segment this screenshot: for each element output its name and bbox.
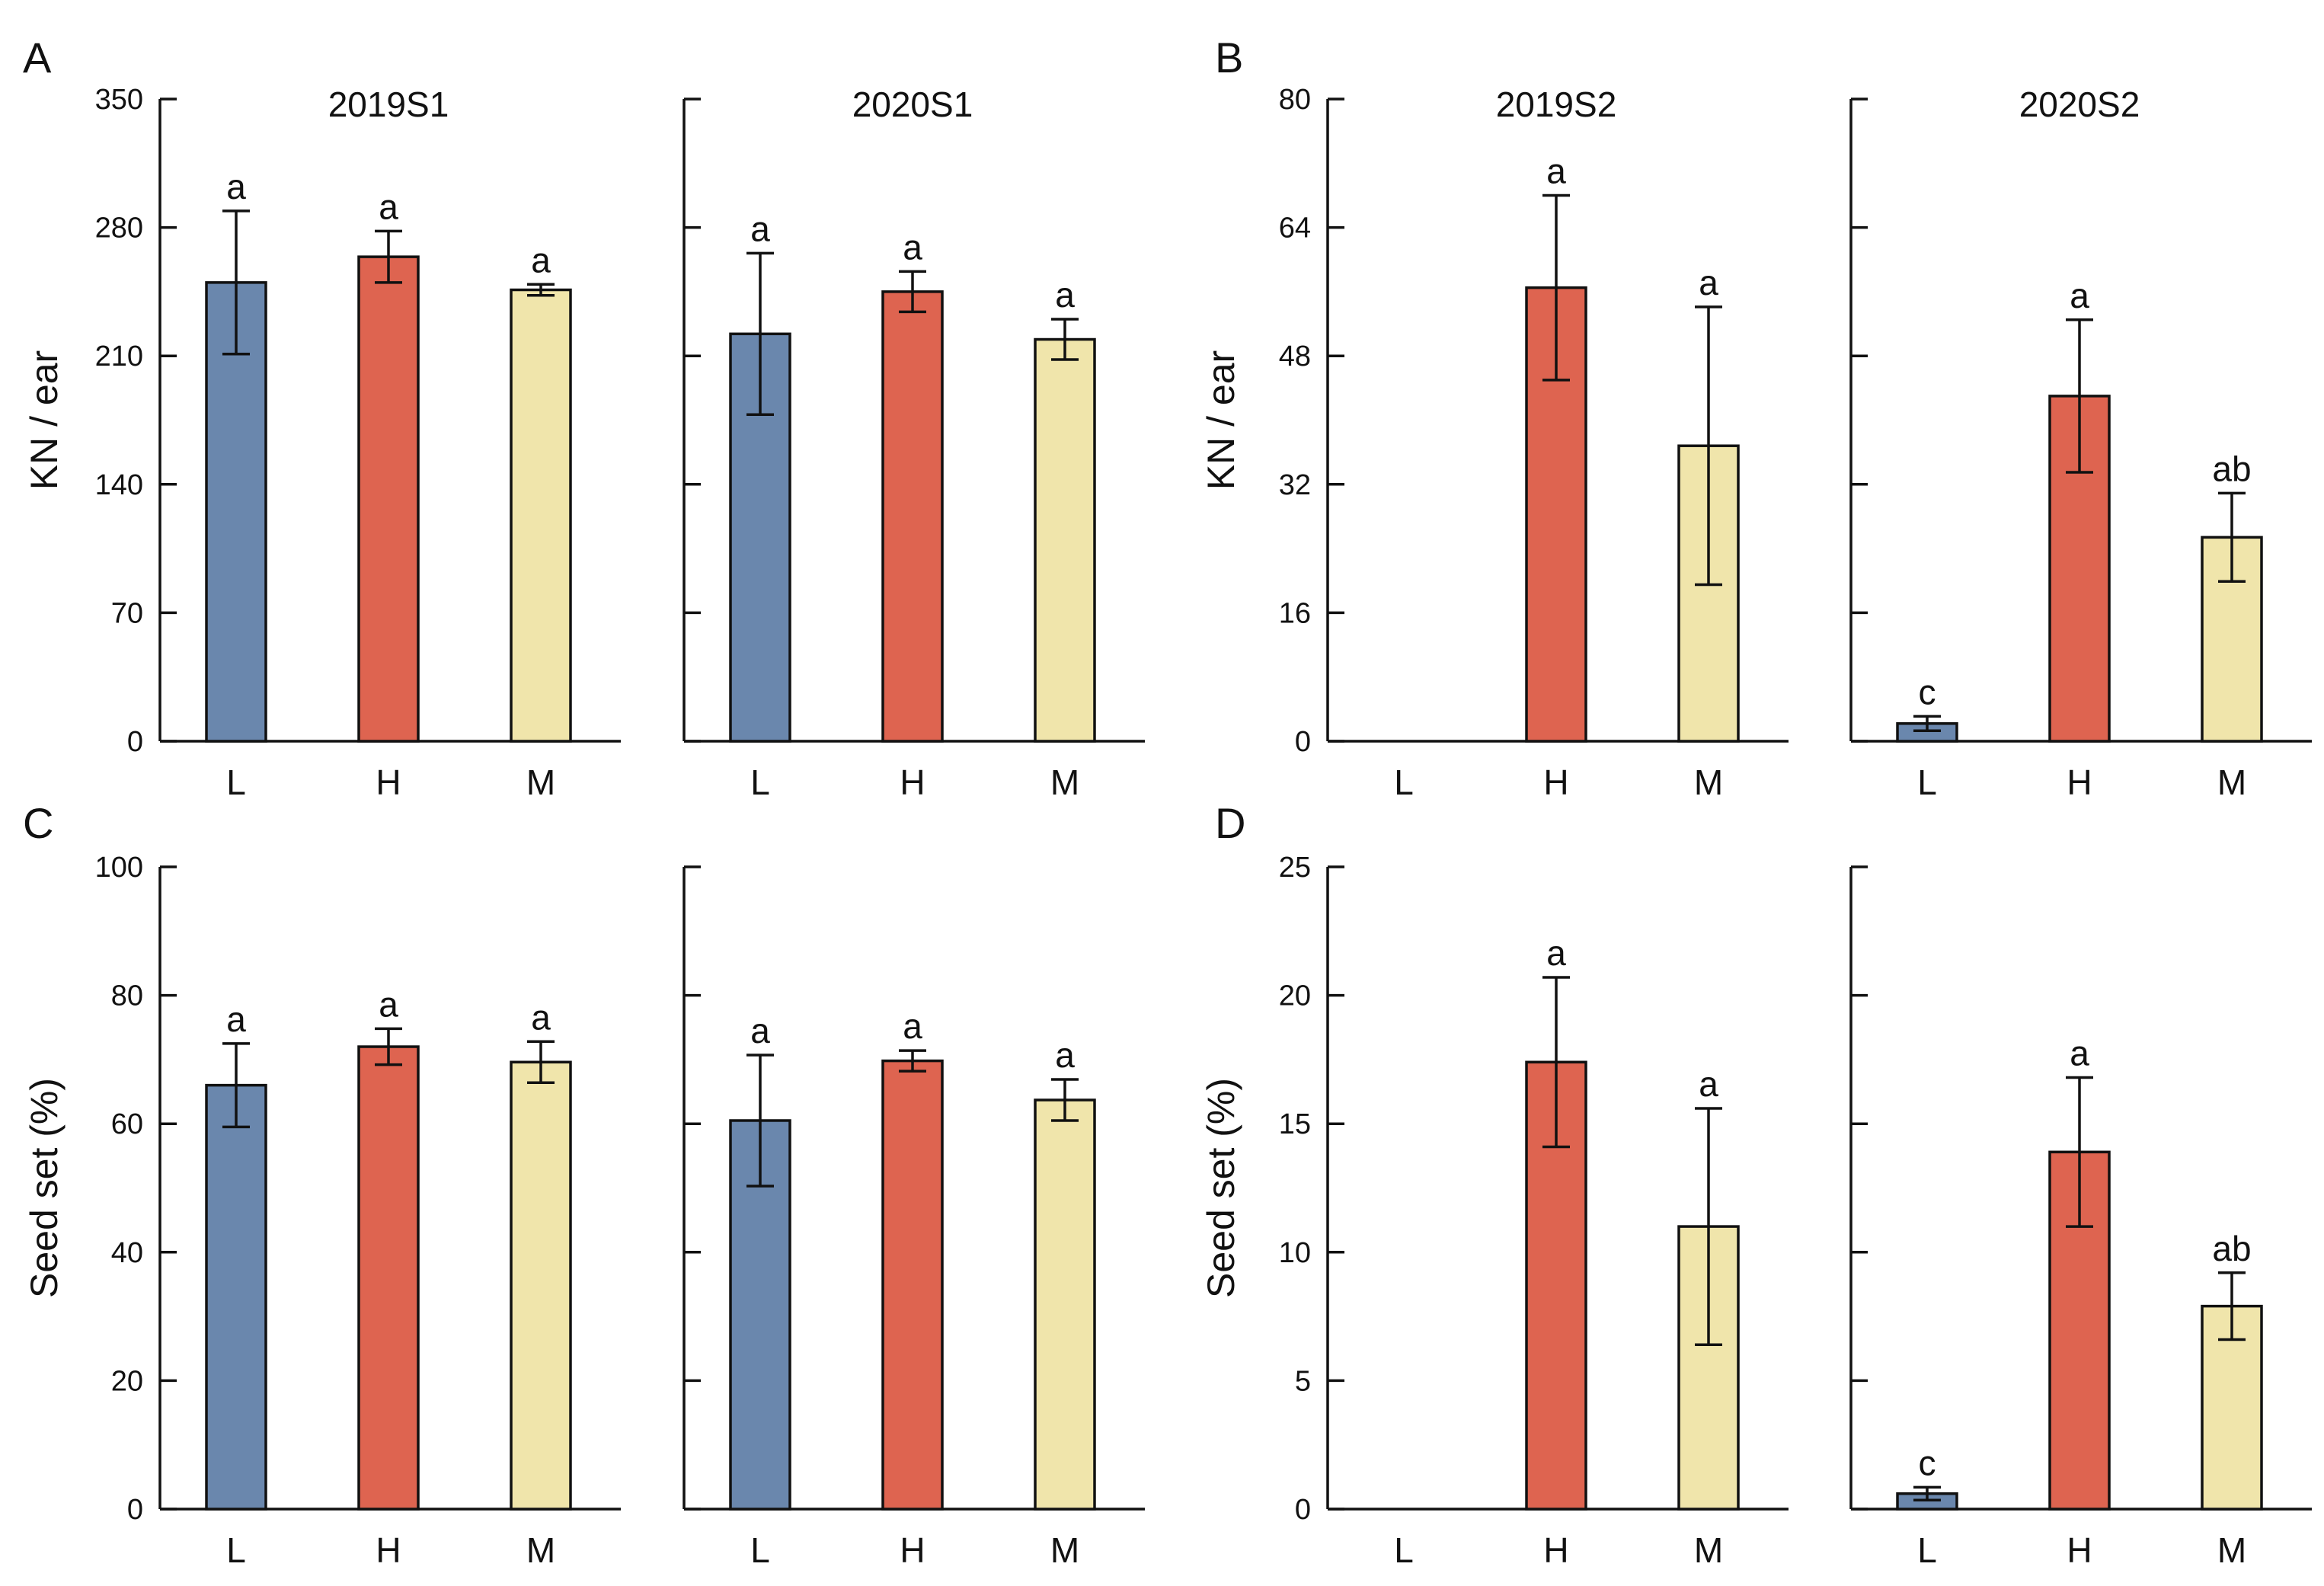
chart-3-sig-letter-L: c xyxy=(1919,672,1936,711)
chart-1-bar-M xyxy=(1034,337,1096,743)
chart-3-sig-letter-H: a xyxy=(2070,276,2089,315)
chart-2-y-tick-label: 64 xyxy=(1279,213,1311,245)
chart-2-title: 2019S2 xyxy=(1496,85,1617,124)
chart-4-y-tick-label: 60 xyxy=(111,1108,143,1140)
chart-0-y-tick-label: 210 xyxy=(95,341,143,373)
chart-6-sig-letter-H: a xyxy=(1546,933,1566,973)
chart-1-sig-letter-H: a xyxy=(903,227,922,267)
chart-4-x-tick-label-H: H xyxy=(376,1530,401,1570)
chart-7-sig-letter-H: a xyxy=(2070,1034,2089,1073)
chart-4-y-tick-label: 100 xyxy=(95,852,143,884)
chart-4-y-tick-label: 40 xyxy=(111,1237,143,1269)
chart-0-y-tick-label: 0 xyxy=(127,726,143,758)
chart-6-y-tick-label: 20 xyxy=(1279,980,1311,1012)
chart-7-sig-letter-L: c xyxy=(1919,1443,1936,1482)
chart-2-y-tick-label: 80 xyxy=(1279,84,1311,116)
chart-3-x-tick-label-M: M xyxy=(2217,763,2246,802)
chart-5-bar-H xyxy=(881,1059,944,1511)
chart-5-bar-M xyxy=(1034,1098,1096,1511)
chart-2-x-tick-label-L: L xyxy=(1394,763,1414,802)
chart-1-title: 2020S1 xyxy=(852,85,973,124)
chart-6-x-tick-label-M: M xyxy=(1694,1530,1723,1570)
chart-3-title: 2020S2 xyxy=(2019,85,2140,124)
chart-0-y-tick-label: 140 xyxy=(95,469,143,501)
chart-0-x-tick-label-H: H xyxy=(376,763,401,802)
chart-4-y-tick-label: 0 xyxy=(127,1494,143,1526)
chart-5-x-tick-label-M: M xyxy=(1050,1530,1079,1570)
chart-5-x-tick-label-L: L xyxy=(750,1530,770,1570)
chart-6-y-tick-label: 25 xyxy=(1279,852,1311,884)
chart-4-sig-letter-H: a xyxy=(379,984,398,1024)
chart-5-sig-letter-H: a xyxy=(903,1006,922,1046)
chart-4-sig-letter-L: a xyxy=(226,999,246,1039)
chart-6-sig-letter-M: a xyxy=(1699,1064,1718,1104)
chart-4-x-tick-label-L: L xyxy=(226,1530,246,1570)
chart-0-x-tick-label-M: M xyxy=(526,763,555,802)
panel-letter-A: A xyxy=(23,34,52,82)
chart-4-bar-H xyxy=(357,1045,420,1511)
chart-6-y-tick-label: 15 xyxy=(1279,1108,1311,1140)
chart-7-x-tick-label-M: M xyxy=(2217,1530,2246,1570)
chart-0-sig-letter-L: a xyxy=(226,167,246,206)
chart-5-sig-letter-M: a xyxy=(1055,1035,1075,1075)
panel-letter-B: B xyxy=(1215,34,1243,82)
chart-1-sig-letter-M: a xyxy=(1055,275,1075,315)
chart-6-x-tick-label-L: L xyxy=(1394,1530,1414,1570)
chart-0-bar-H xyxy=(357,255,420,743)
chart-7-sig-letter-M: ab xyxy=(2212,1229,2251,1268)
chart-7-x-tick-label-L: L xyxy=(1917,1530,1937,1570)
chart-1-x-tick-label-L: L xyxy=(750,763,770,802)
chart-4-sig-letter-M: a xyxy=(531,997,551,1037)
chart-1-x-tick-label-M: M xyxy=(1050,763,1079,802)
chart-6-y-tick-label: 0 xyxy=(1295,1494,1311,1526)
chart-4-bar-L xyxy=(205,1083,267,1511)
chart-4-y-tick-label: 20 xyxy=(111,1365,143,1397)
chart-0-y-axis-title: KN / ear xyxy=(23,350,66,490)
chart-2-y-axis-title: KN / ear xyxy=(1200,350,1242,490)
chart-1-x-tick-label-H: H xyxy=(900,763,925,802)
chart-1-sig-letter-L: a xyxy=(750,209,770,248)
chart-0-y-tick-label: 350 xyxy=(95,84,143,116)
chart-5-x-tick-label-H: H xyxy=(900,1530,925,1570)
chart-4-y-axis-title: Seed set (%) xyxy=(23,1078,66,1298)
chart-2-y-tick-label: 16 xyxy=(1279,597,1311,629)
chart-4-bar-M xyxy=(510,1060,572,1511)
panel-letter-D: D xyxy=(1215,799,1245,847)
chart-0-y-tick-label: 280 xyxy=(95,213,143,245)
chart-7-x-tick-label-H: H xyxy=(2067,1530,2092,1570)
chart-6-y-axis-title: Seed set (%) xyxy=(1200,1078,1242,1298)
chart-2-x-tick-label-M: M xyxy=(1694,763,1723,802)
chart-2-y-tick-label: 32 xyxy=(1279,469,1311,501)
chart-6-x-tick-label-H: H xyxy=(1543,1530,1568,1570)
chart-1-bar-H xyxy=(881,290,944,743)
chart-3-sig-letter-M: ab xyxy=(2212,449,2251,488)
chart-0-sig-letter-H: a xyxy=(379,187,398,226)
chart-0-sig-letter-M: a xyxy=(531,240,551,280)
chart-0-title: 2019S1 xyxy=(328,85,449,124)
chart-4-x-tick-label-M: M xyxy=(526,1530,555,1570)
chart-5-sig-letter-L: a xyxy=(750,1011,770,1050)
chart-3-x-tick-label-L: L xyxy=(1917,763,1937,802)
chart-2-x-tick-label-H: H xyxy=(1543,763,1568,802)
chart-2-sig-letter-H: a xyxy=(1546,151,1566,190)
chart-6-y-tick-label: 10 xyxy=(1279,1237,1311,1269)
chart-2-y-tick-label: 0 xyxy=(1295,726,1311,758)
chart-2-y-tick-label: 48 xyxy=(1279,341,1311,373)
chart-0-x-tick-label-L: L xyxy=(226,763,246,802)
chart-0-bar-L xyxy=(205,281,267,743)
chart-6-y-tick-label: 5 xyxy=(1295,1365,1311,1397)
panel-letter-C: C xyxy=(23,799,53,847)
chart-0-y-tick-label: 70 xyxy=(111,597,143,629)
chart-3-x-tick-label-H: H xyxy=(2067,763,2092,802)
chart-4-y-tick-label: 80 xyxy=(111,980,143,1012)
chart-0-bar-M xyxy=(510,288,572,743)
chart-2-sig-letter-M: a xyxy=(1699,263,1718,302)
